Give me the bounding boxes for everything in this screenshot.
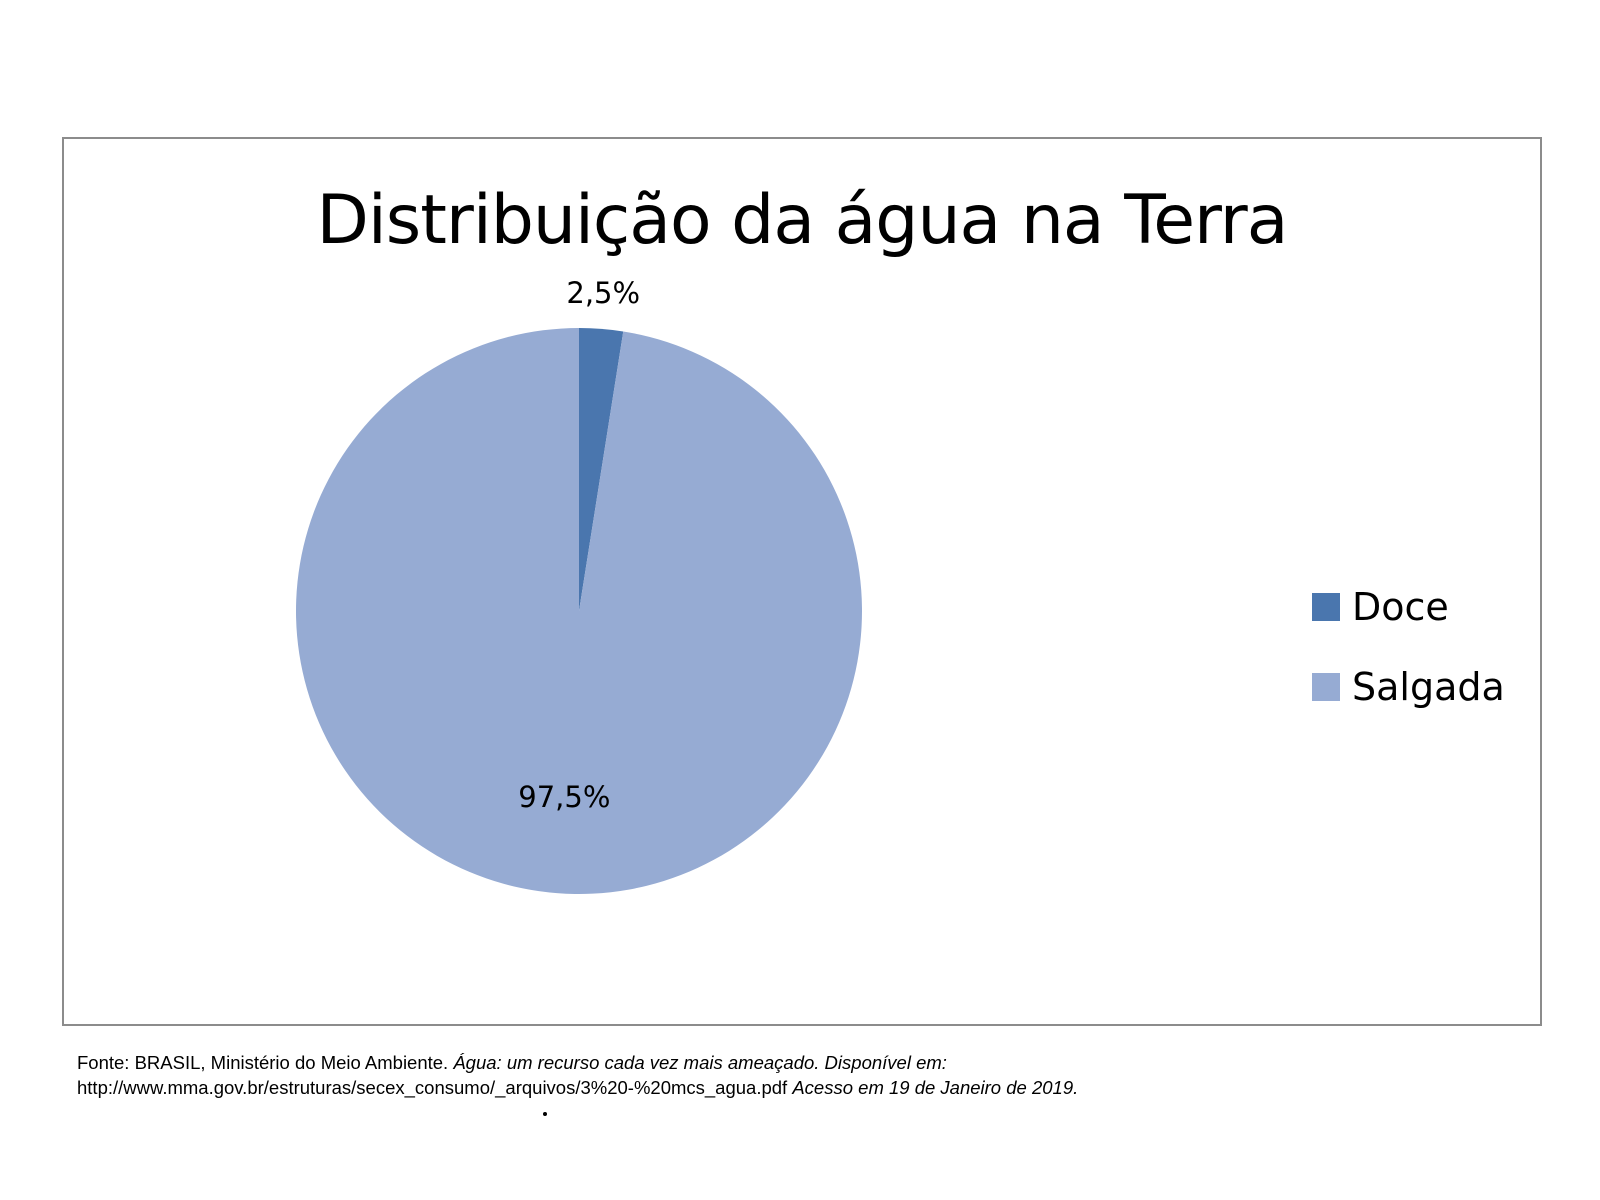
legend-swatch-doce xyxy=(1312,593,1340,621)
legend-label-salgada: Salgada xyxy=(1352,665,1505,709)
legend-item-doce: Doce xyxy=(1312,584,1505,630)
data-label-doce: 2,5% xyxy=(566,276,640,310)
legend-item-salgada: Salgada xyxy=(1312,664,1505,710)
source-line-1-italic: Água: um recurso cada vez mais ameaçado.… xyxy=(453,1052,947,1073)
legend-label-doce: Doce xyxy=(1352,585,1449,629)
pie-chart: 2,5% 97,5% xyxy=(295,276,863,895)
chart-frame: Distribuição da água na Terra 2,5% 97,5% … xyxy=(62,137,1542,1026)
source-line-1: Fonte: BRASIL, Ministério do Meio Ambien… xyxy=(77,1050,1078,1075)
chart-title: Distribuição da água na Terra xyxy=(316,181,1289,260)
source-line-2: http://www.mma.gov.br/estruturas/secex_c… xyxy=(77,1075,1078,1100)
source-line-2-italic: Acesso em 19 de Janeiro de 2019. xyxy=(792,1077,1079,1098)
legend-swatch-salgada xyxy=(1312,673,1340,701)
pie-slice-doce xyxy=(579,328,624,611)
stray-dot xyxy=(543,1112,547,1116)
pie-slice-salgada xyxy=(295,328,863,895)
source-citation: Fonte: BRASIL, Ministério do Meio Ambien… xyxy=(77,1050,1078,1100)
source-line-2-url: http://www.mma.gov.br/estruturas/secex_c… xyxy=(77,1077,793,1098)
source-line-1-text: Fonte: BRASIL, Ministério do Meio Ambien… xyxy=(77,1052,454,1073)
data-label-salgada: 97,5% xyxy=(518,780,610,814)
chart-legend: Doce Salgada xyxy=(1312,584,1505,744)
